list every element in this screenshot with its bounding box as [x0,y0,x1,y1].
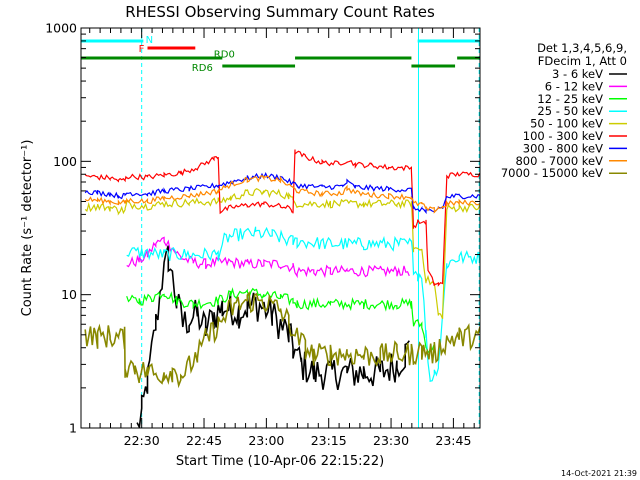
legend: Det 1,3,4,5,6,9, FDecim 1, Att 0 3 - 6 k… [501,41,627,180]
series-line [126,236,410,279]
legend-entry-label: 100 - 300 keV [523,129,603,143]
series-line [84,172,480,215]
series-line [84,187,480,320]
x-tick-label: 23:15 [311,433,347,448]
legend-entry-label: 300 - 800 keV [523,141,603,155]
generated-timestamp: 14-Oct-2021 21:39 [561,469,637,478]
legend-entry-label: 3 - 6 keV [552,67,603,81]
state-bar-label: F [139,44,145,55]
x-tick-label: 22:30 [124,433,160,448]
x-tick-label: 23:00 [248,433,284,448]
state-bar-label: RD0 [214,50,235,61]
chart-title: RHESSI Observing Summary Count Rates [125,3,435,21]
state-bar-label: N [146,35,153,46]
series-line [84,290,480,389]
series-line [84,149,480,287]
y-tick-label: 1 [69,421,77,436]
legend-header-line: Det 1,3,4,5,6,9, [537,41,627,55]
legend-entry-label: 7000 - 15000 keV [501,166,603,180]
series-line [126,287,435,355]
legend-entry-label: 25 - 50 keV [537,104,603,118]
y-tick-label: 10 [61,287,77,302]
series-line [84,174,480,214]
axes: 1 10 100 1000 22:30 22:45 23:00 23:15 23:30 23:45 [45,21,481,448]
series-line [126,226,480,382]
x-tick-label: 23:30 [373,433,409,448]
legend-entry-label: 12 - 25 keV [537,92,603,106]
y-tick-label: 1000 [45,21,77,36]
x-tick-label: 23:45 [435,433,471,448]
legend-header-line: FDecim 1, Att 0 [538,54,627,68]
y-tick-label: 100 [53,154,77,169]
series-line [136,245,410,428]
plot-frame [80,27,481,429]
x-axis-label: Start Time (10-Apr-06 22:15:22) [176,454,384,469]
legend-entry-label: 6 - 12 keV [545,79,603,93]
y-axis-label: Count Rate (s⁻¹ detector⁻¹) [20,140,35,317]
legend-entry-label: 800 - 7000 keV [515,154,603,168]
state-bar-label: RD6 [192,63,213,74]
legend-entry-label: 50 - 100 keV [530,117,603,131]
x-tick-label: 22:45 [186,433,222,448]
